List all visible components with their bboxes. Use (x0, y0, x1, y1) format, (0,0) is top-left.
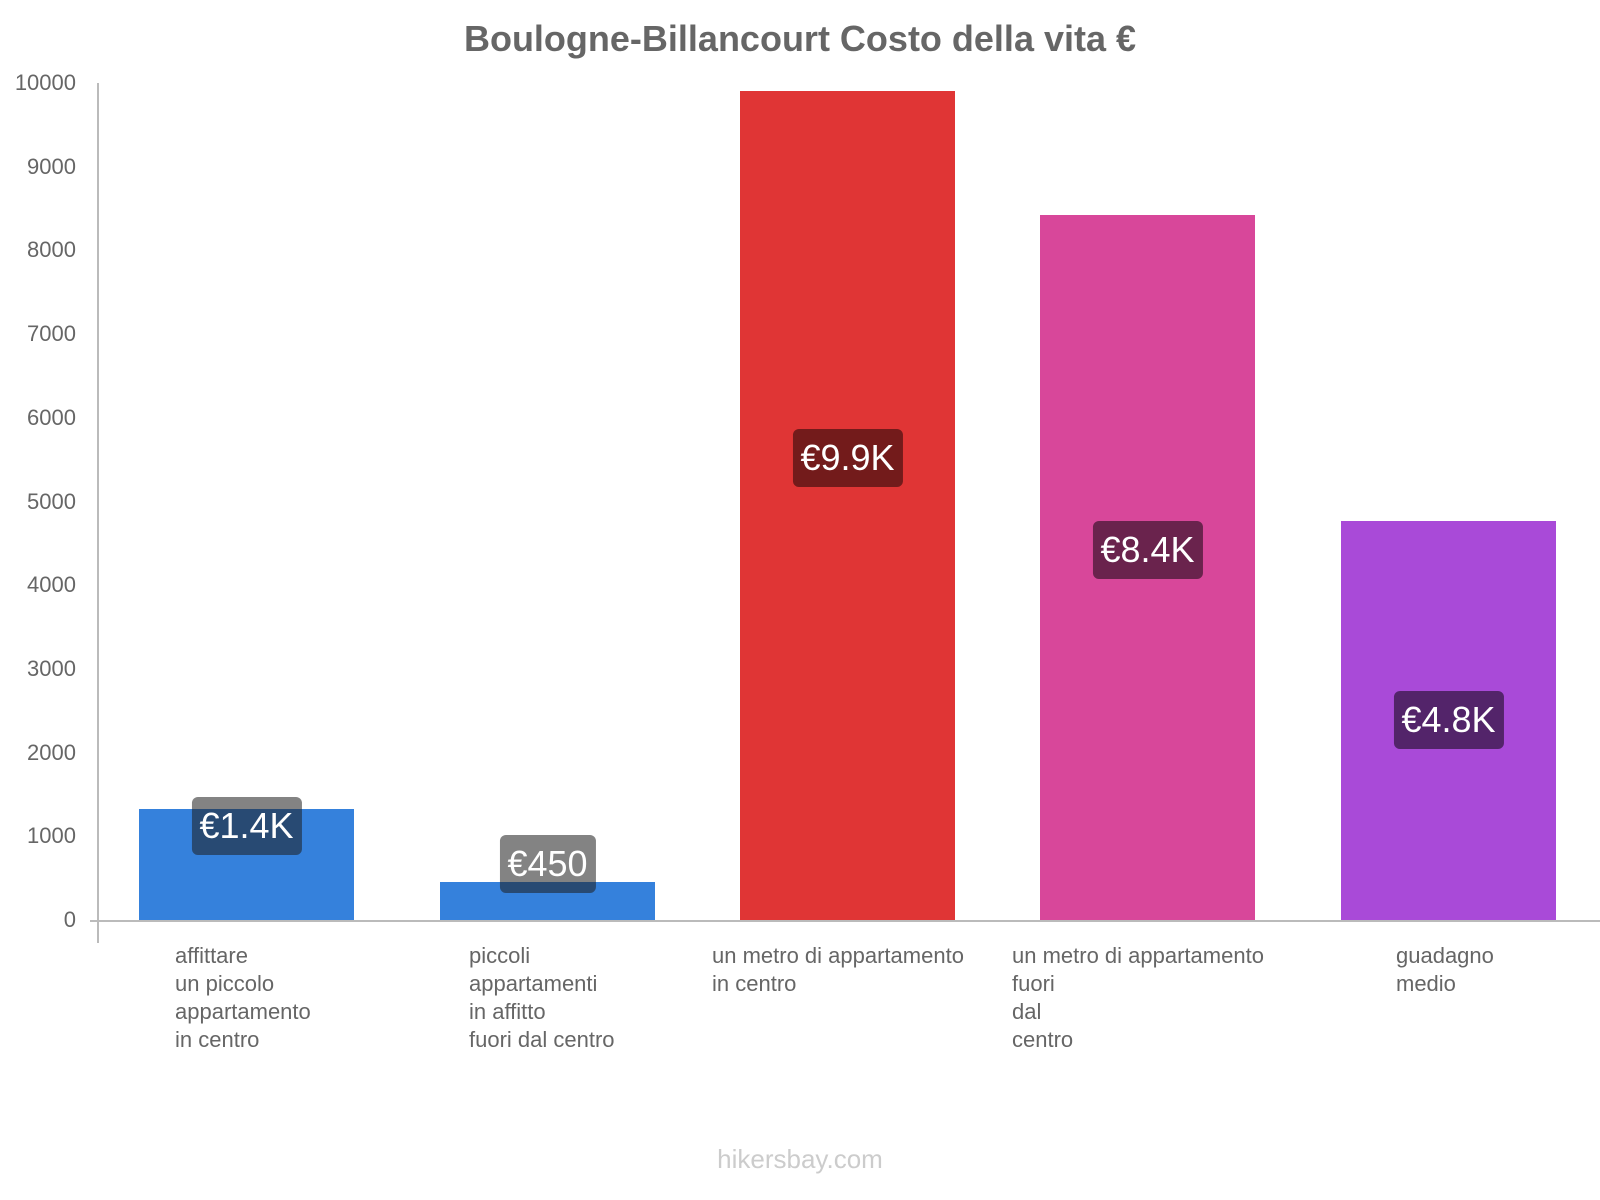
x-category-label: piccoli appartamenti in affitto fuori da… (469, 943, 615, 1052)
x-category-label: guadagno medio (1396, 943, 1494, 996)
y-tick-label: 4000 (27, 572, 76, 598)
y-tick-label: 1000 (27, 823, 76, 849)
y-tick-label: 8000 (27, 237, 76, 263)
y-axis-line (97, 83, 99, 943)
y-tick-label: 2000 (27, 739, 76, 765)
y-tick-label: 3000 (27, 655, 76, 681)
x-category-label: un metro di appartamento in centro (712, 943, 964, 996)
watermark: hikersbay.com (717, 1144, 883, 1174)
y-tick-label: 0 (63, 907, 76, 932)
x-category-label: affittare un piccolo appartamento in cen… (175, 943, 311, 1052)
bar-value-label: €8.4K (1092, 520, 1203, 579)
bar-value-label: €9.9K (792, 428, 903, 487)
y-tick-label: 10000 (14, 70, 76, 95)
y-tick-label: 6000 (27, 404, 76, 430)
x-category-label: un metro di appartamento fuori dal centr… (1012, 943, 1264, 1052)
y-tick-label: 5000 (27, 488, 76, 514)
bar-value-label: €450 (499, 835, 596, 893)
y-tick-label: 7000 (27, 321, 76, 347)
bar (740, 91, 955, 920)
x-axis-line (90, 920, 1600, 922)
bar-value-label: €4.8K (1393, 691, 1504, 750)
bar-value-label: €1.4K (191, 797, 302, 855)
y-tick-label: 9000 (27, 153, 76, 179)
chart-title: Boulogne-Billancourt Costo della vita € (463, 18, 1137, 59)
